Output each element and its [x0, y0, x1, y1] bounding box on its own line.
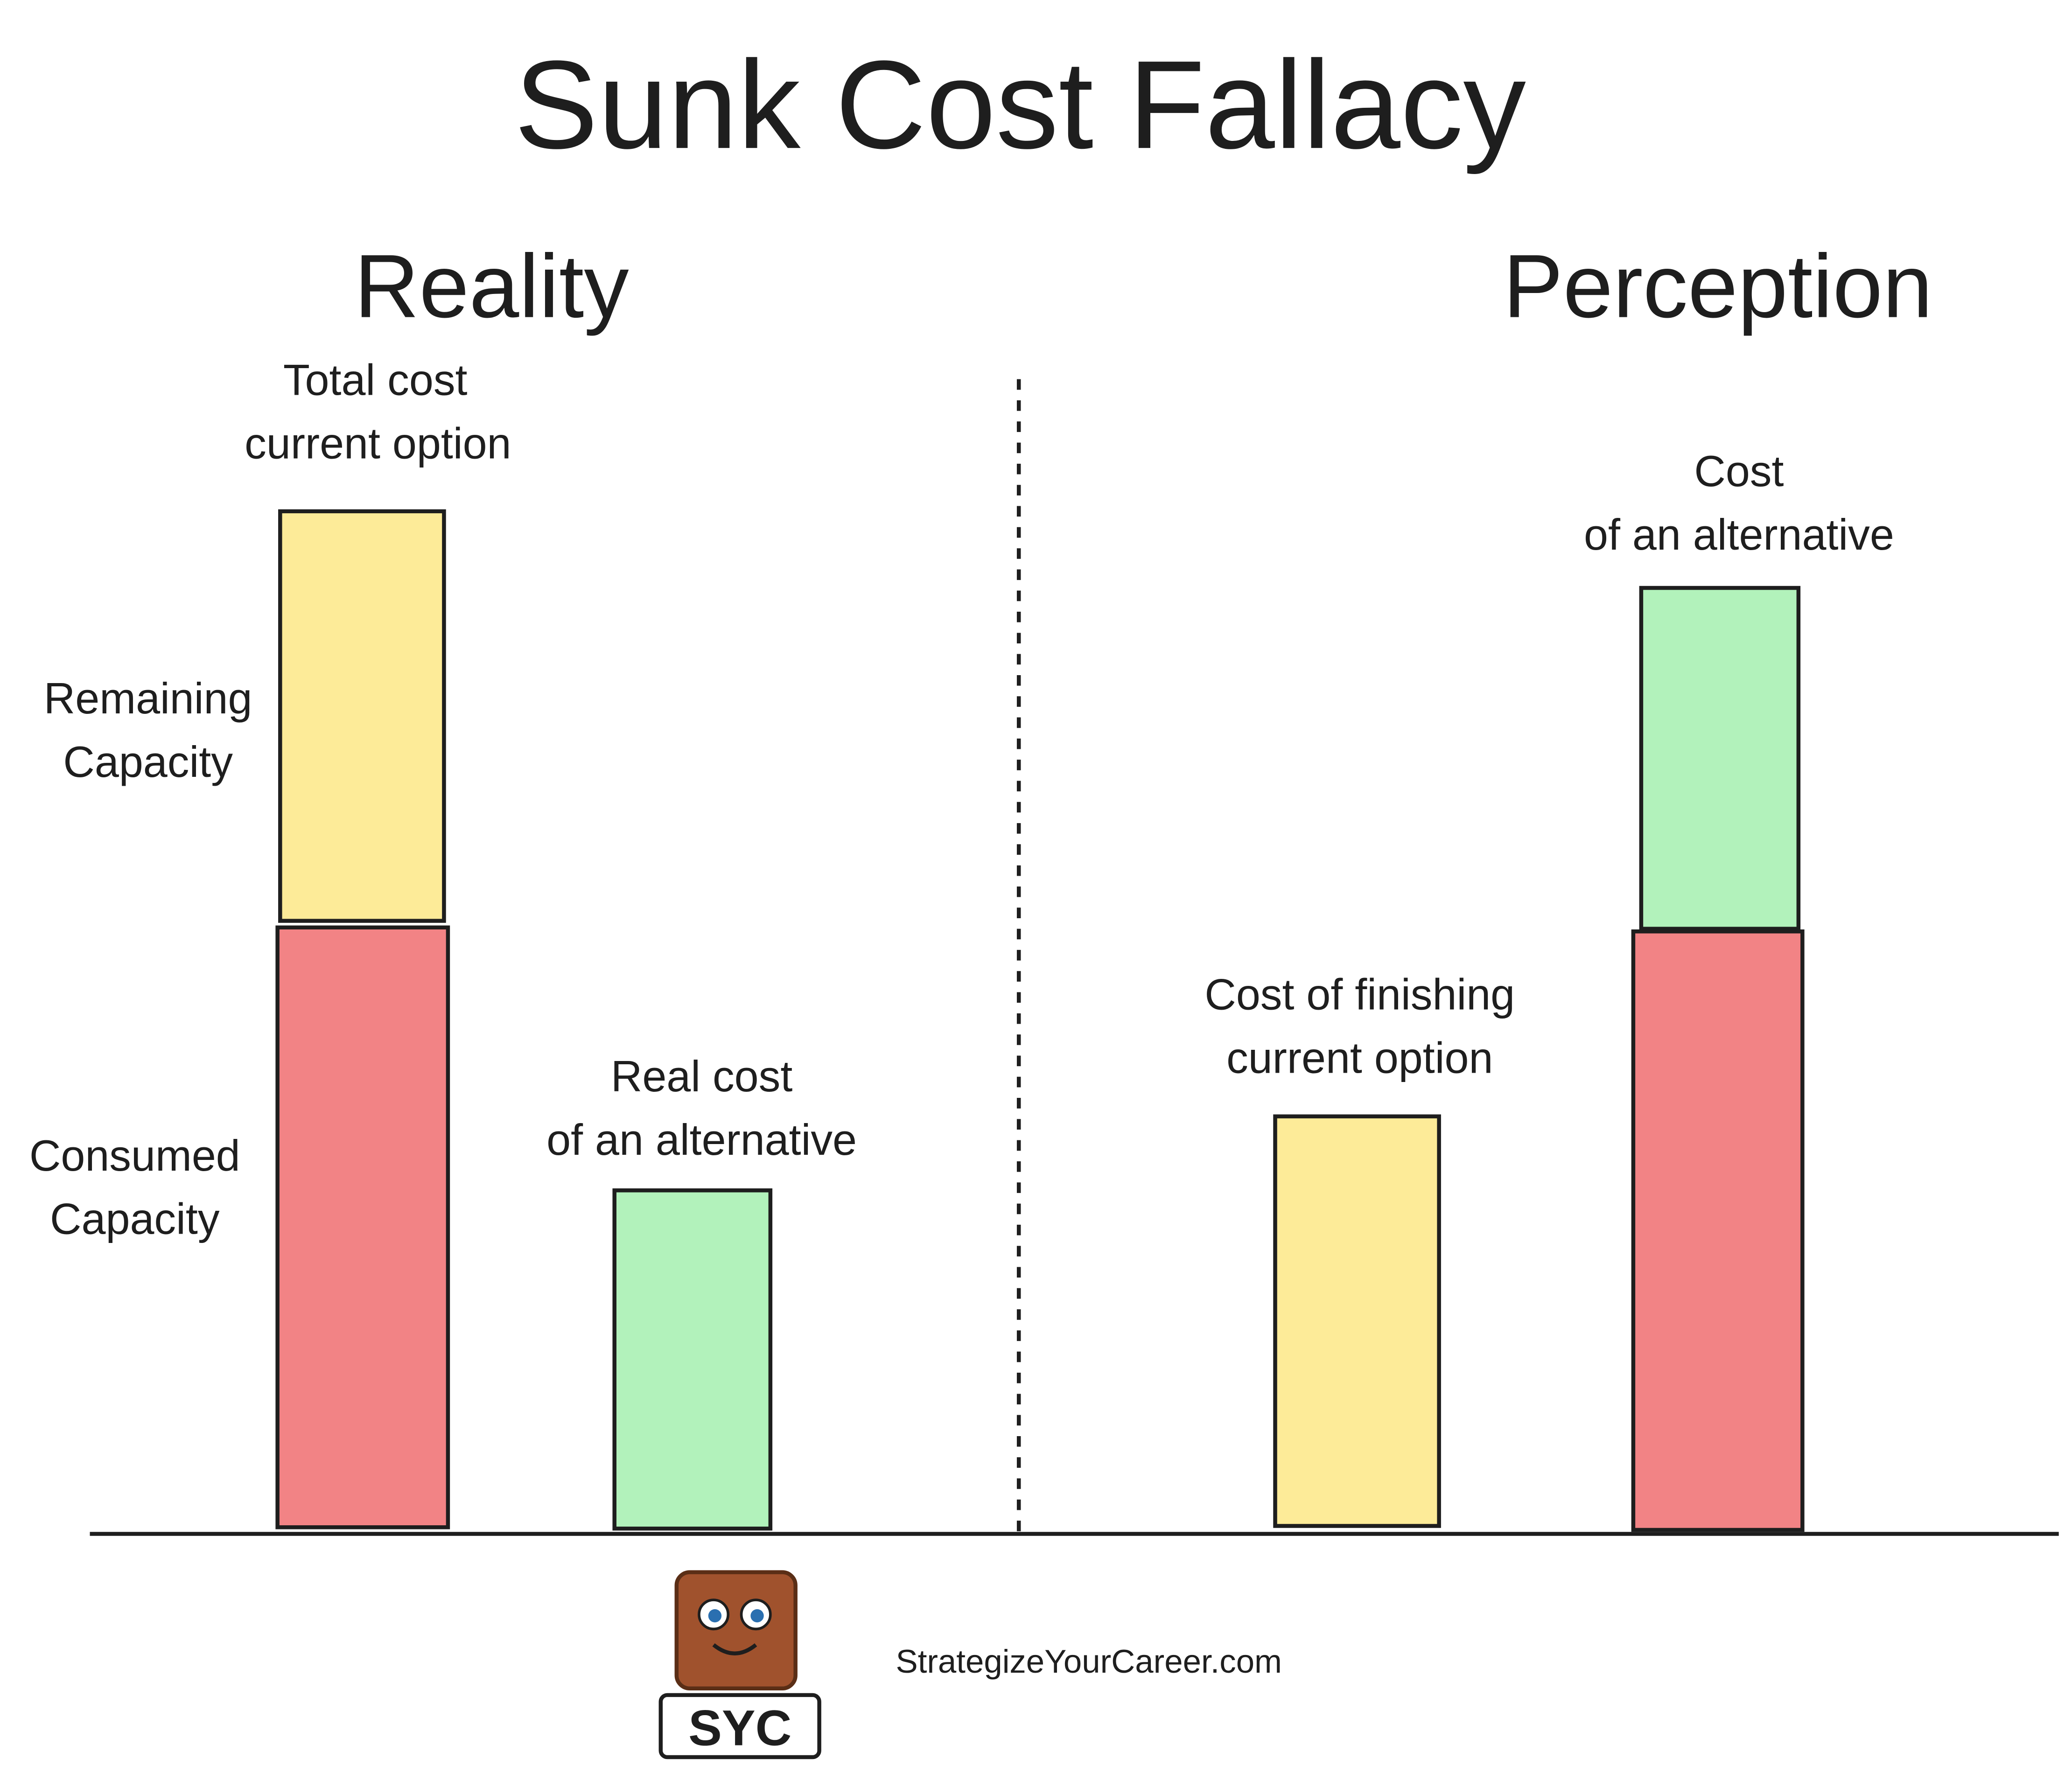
reality-heading: Reality	[354, 236, 629, 336]
label: Total cost	[283, 356, 468, 405]
logo: SYC	[658, 1570, 821, 1759]
label: Real cost	[611, 1052, 793, 1101]
perception-heading: Perception	[1503, 236, 1932, 336]
remaining-bar	[278, 509, 446, 923]
logo-text: SYC	[688, 1700, 791, 1756]
label: of an alternative	[546, 1115, 857, 1164]
label: Remaining	[44, 674, 252, 723]
alternative-bar	[1639, 586, 1801, 931]
label: Capacity	[50, 1194, 220, 1243]
logo-pupil	[708, 1609, 722, 1623]
sunk-bar	[1631, 929, 1805, 1532]
title: Sunk Cost Fallacy	[514, 35, 1526, 175]
label: Capacity	[63, 737, 233, 786]
label: current option	[245, 419, 511, 468]
label: of an alternative	[1584, 510, 1894, 559]
logo-mascot	[674, 1570, 798, 1691]
website: StrategizeYourCareer.com	[896, 1643, 1282, 1680]
label: Cost	[1694, 447, 1784, 496]
label: current option	[1226, 1033, 1493, 1082]
label: Cost of finishing	[1204, 970, 1515, 1019]
label: Consumed	[29, 1131, 240, 1180]
logo-smile	[712, 1643, 757, 1655]
logo-box	[658, 1693, 821, 1759]
finishing-bar	[1273, 1114, 1441, 1528]
logo-pupil	[750, 1609, 764, 1623]
alternative-bar	[612, 1188, 773, 1531]
consumed-bar	[275, 925, 450, 1529]
